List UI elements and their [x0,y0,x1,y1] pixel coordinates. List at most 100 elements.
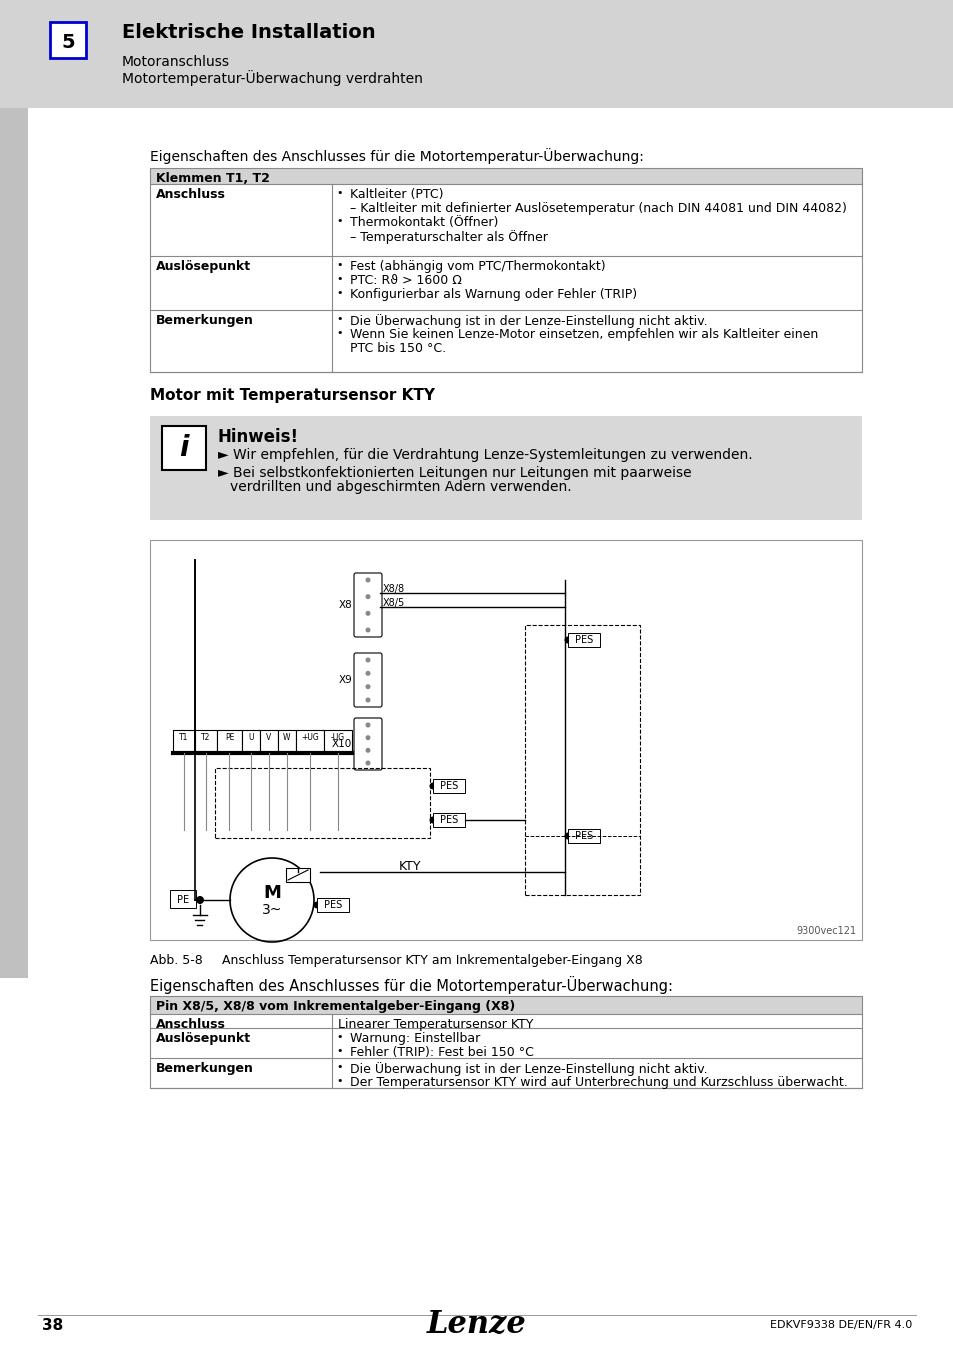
Text: PE: PE [176,895,189,905]
Text: Lenze: Lenze [427,1310,526,1341]
Text: X10: X10 [332,738,352,749]
Text: +UG: +UG [301,733,318,743]
Bar [216,730,242,752]
Circle shape [365,671,370,676]
Bar [433,813,464,828]
Bar [170,890,195,909]
Text: Der Temperatursensor KTY wird auf Unterbrechung und Kurzschluss überwacht.: Der Temperatursensor KTY wird auf Unterb… [350,1076,847,1089]
Text: Auslösepunkt: Auslösepunkt [156,1031,251,1045]
Text: Thermokontakt (Öffner): Thermokontakt (Öffner) [350,216,497,230]
Text: 5: 5 [61,34,74,53]
Text: PES: PES [575,832,593,841]
Bar [150,996,862,1014]
FancyBboxPatch shape [354,572,381,637]
Bar [150,996,862,1088]
Bar [172,730,194,752]
Text: -UG: -UG [331,733,345,743]
Text: 38: 38 [42,1318,63,1332]
Text: – Kaltleiter mit definierter Auslösetemperatur (nach DIN 44081 und DIN 44082): – Kaltleiter mit definierter Auslösetemp… [350,202,846,215]
Text: Bemerkungen: Bemerkungen [156,1062,253,1075]
Text: verdrillten und abgeschirmten Adern verwenden.: verdrillten und abgeschirmten Adern verw… [230,481,571,494]
Circle shape [429,817,436,824]
Bar [286,868,310,882]
FancyBboxPatch shape [354,653,381,707]
Text: EDKVF9338 DE/EN/FR 4.0: EDKVF9338 DE/EN/FR 4.0 [769,1320,911,1330]
Text: X8: X8 [338,599,352,610]
Text: Kaltleiter (PTC): Kaltleiter (PTC) [350,188,443,201]
Text: Motoranschluss: Motoranschluss [122,55,230,69]
Text: Konfigurierbar als Warnung oder Fehler (TRIP): Konfigurierbar als Warnung oder Fehler (… [350,288,637,301]
Text: Fehler (TRIP): Fest bei 150 °C: Fehler (TRIP): Fest bei 150 °C [350,1046,534,1058]
Bar [150,167,862,184]
Circle shape [365,748,370,753]
Circle shape [365,657,370,663]
Text: Linearer Temperatursensor KTY: Linearer Temperatursensor KTY [337,1018,533,1031]
Text: W: W [283,733,291,743]
Bar [295,730,324,752]
Text: 3~: 3~ [261,903,282,917]
Text: PE: PE [225,733,233,743]
Circle shape [365,684,370,688]
Bar [567,633,599,647]
Bar [0,0,953,108]
Bar [194,730,216,752]
Circle shape [365,578,370,582]
Text: PES: PES [323,900,342,910]
Text: •: • [335,288,342,298]
Bar [260,730,277,752]
Text: PES: PES [439,782,457,791]
Text: Abb. 5-8: Abb. 5-8 [150,954,203,967]
Text: Hinweis!: Hinweis! [218,428,299,446]
Text: •: • [335,216,342,225]
Circle shape [365,594,370,599]
Text: Die Überwachung ist in der Lenze-Einstellung nicht aktiv.: Die Überwachung ist in der Lenze-Einstel… [350,315,707,328]
Text: Anschluss: Anschluss [156,188,226,201]
Bar [277,730,295,752]
Text: •: • [335,188,342,198]
Text: •: • [335,328,342,338]
Text: •: • [335,1062,342,1072]
Circle shape [564,833,571,840]
Text: i: i [179,433,189,462]
Text: Anschluss: Anschluss [156,1018,226,1031]
Text: Warnung: Einstellbar: Warnung: Einstellbar [350,1031,479,1045]
Text: PTC: Rϑ > 1600 Ω: PTC: Rϑ > 1600 Ω [350,274,461,288]
Bar [162,427,206,470]
Circle shape [429,783,436,790]
Bar [0,108,28,977]
Bar [316,898,349,913]
Bar [150,540,862,940]
Text: Motortemperatur-Überwachung verdrahten: Motortemperatur-Überwachung verdrahten [122,70,422,86]
Text: ► Wir empfehlen, für die Verdrahtung Lenze-Systemleitungen zu verwenden.: ► Wir empfehlen, für die Verdrahtung Len… [218,448,752,462]
Text: T2: T2 [201,733,211,743]
Text: ► Bei selbstkonfektionierten Leitungen nur Leitungen mit paarweise: ► Bei selbstkonfektionierten Leitungen n… [218,466,691,481]
Text: T1: T1 [179,733,189,743]
Text: Auslösepunkt: Auslösepunkt [156,261,251,273]
Text: V: V [266,733,272,743]
Text: X8/8: X8/8 [382,585,405,594]
Text: X8/5: X8/5 [382,598,405,608]
Bar [433,779,464,792]
Bar [214,768,430,838]
Text: M: M [263,884,280,902]
Circle shape [365,610,370,616]
Text: •: • [335,315,342,324]
Text: •: • [335,1076,342,1085]
Circle shape [365,760,370,765]
Text: U: U [248,733,253,743]
Text: Eigenschaften des Anschlusses für die Motortemperatur-Überwachung:: Eigenschaften des Anschlusses für die Mo… [150,148,643,163]
Text: Motor mit Temperatursensor KTY: Motor mit Temperatursensor KTY [150,387,435,404]
Text: PTC bis 150 °C.: PTC bis 150 °C. [350,342,446,355]
Circle shape [564,636,571,644]
Text: – Temperaturschalter als Öffner: – Temperaturschalter als Öffner [350,230,547,244]
Text: KTY: KTY [398,860,421,873]
Bar [150,167,862,373]
Text: Eigenschaften des Anschlusses für die Motortemperatur-Überwachung:: Eigenschaften des Anschlusses für die Mo… [150,976,672,994]
Circle shape [365,628,370,633]
Bar [150,416,862,520]
Text: •: • [335,274,342,284]
FancyBboxPatch shape [354,718,381,770]
Text: 9300vec121: 9300vec121 [796,926,856,936]
Circle shape [314,902,320,909]
Text: Elektrische Installation: Elektrische Installation [122,23,375,42]
